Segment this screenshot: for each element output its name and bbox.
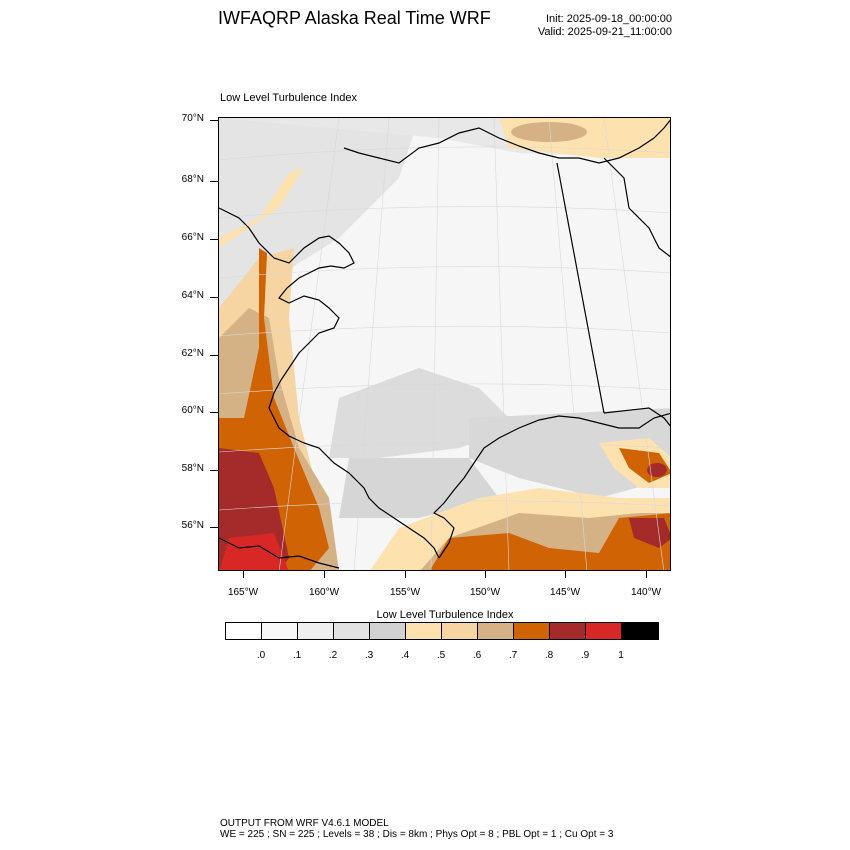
init-time: Init: 2025-09-18_00:00:00 [546,13,672,25]
graticule-line [430,118,440,570]
lon-label: 160°W [308,587,340,598]
border-yukon [603,157,670,258]
colorbar-label: 1 [618,650,624,661]
turbulence-map [218,117,671,571]
lon-tick [646,571,647,578]
lat-label: 66°N [181,232,204,243]
colorbar-swatch [406,623,442,639]
colorbar-swatch [442,623,478,639]
colorbar-title: Low Level Turbulence Index [376,609,514,621]
graticule-line [353,118,390,570]
colorbar-label: .1 [292,650,302,661]
field-beige-north [511,122,587,142]
lat-tick [210,527,218,528]
lat-tick [210,239,218,240]
graticule-line [219,383,670,395]
lon-tick [243,571,244,578]
graticule-line [493,118,510,570]
coast-peninsula [219,537,340,569]
graticule-line [219,325,670,337]
graticule-line [219,266,670,279]
lon-tick [485,571,486,578]
lon-tick [324,571,325,578]
colorbar-label: .9 [580,650,590,661]
map-subtitle: Low Level Turbulence Index [220,92,357,104]
lat-tick [210,355,218,356]
graticule-line [219,206,670,219]
colorbar-swatch [334,623,370,639]
colorbar-label: .0 [256,650,266,661]
lon-label: 145°W [549,587,581,598]
colorbar-swatch [478,623,514,639]
colorbar-swatch [226,623,262,639]
footer-line-2: WE = 225 ; SN = 225 ; Levels = 38 ; Dis … [220,829,614,840]
lon-tick [565,571,566,578]
coast-south [432,412,670,559]
time-info: Init: 2025-09-18_00:00:00 Valid: 2025-09… [538,13,672,39]
lat-tick [210,412,218,413]
colorbar-swatch [622,623,658,639]
graticule-line [278,118,340,570]
colorbar-label: .2 [328,650,338,661]
map-canvas [219,118,670,570]
field-grey-gulf [469,408,670,498]
lon-tick [405,571,406,578]
graticule-line [548,118,588,570]
border-southeast [603,407,670,427]
graticule-line [219,146,670,161]
coast-west [219,207,440,559]
colorbar-swatch [550,623,586,639]
graticule-line [219,442,670,453]
lon-label: 155°W [389,587,421,598]
lat-label: 58°N [181,463,204,474]
field-darkred-e [647,463,667,477]
lon-label: 140°W [630,587,662,598]
lat-tick [210,470,218,471]
colorbar-label: .5 [436,650,446,661]
footer-line-1: OUTPUT FROM WRF V4.6.1 MODEL [220,818,389,829]
colorbar-swatch [298,623,334,639]
lon-label: 150°W [469,587,501,598]
colorbar-swatch [262,623,298,639]
field-tan-nw [219,168,304,248]
lat-label: 62°N [181,348,204,359]
colorbar-label: .6 [472,650,482,661]
colorbar-label: .8 [544,650,554,661]
colorbar-swatch [514,623,550,639]
colorbar-label: .3 [364,650,374,661]
model-footer: OUTPUT FROM WRF V4.6.1 MODEL WE = 225 ; … [220,818,613,840]
lat-tick [210,297,218,298]
lat-label: 60°N [181,405,204,416]
field-red-sw [219,533,289,570]
coast-north [343,119,670,164]
border-canada [556,162,605,414]
field-orange-south [430,513,670,570]
coastlines [219,119,670,569]
lat-label: 70°N [181,113,204,124]
lon-label: 165°W [227,587,259,598]
colorbar-swatch [370,623,406,639]
lat-label: 64°N [181,290,204,301]
colorbar-label: .7 [508,650,518,661]
lat-label: 56°N [181,520,204,531]
lat-tick [210,181,218,182]
field-grey-peninsula [339,458,499,518]
graticule-line [603,118,665,570]
lat-label: 68°N [181,174,204,185]
valid-time: Valid: 2025-09-21_11:00:00 [537,26,672,38]
colorbar-swatch [586,623,622,639]
graticule [219,118,670,570]
colorbar-label: .4 [400,650,410,661]
page-title: IWFAQRP Alaska Real Time WRF [218,8,491,28]
colorbar [225,622,659,640]
lat-tick [210,120,218,121]
